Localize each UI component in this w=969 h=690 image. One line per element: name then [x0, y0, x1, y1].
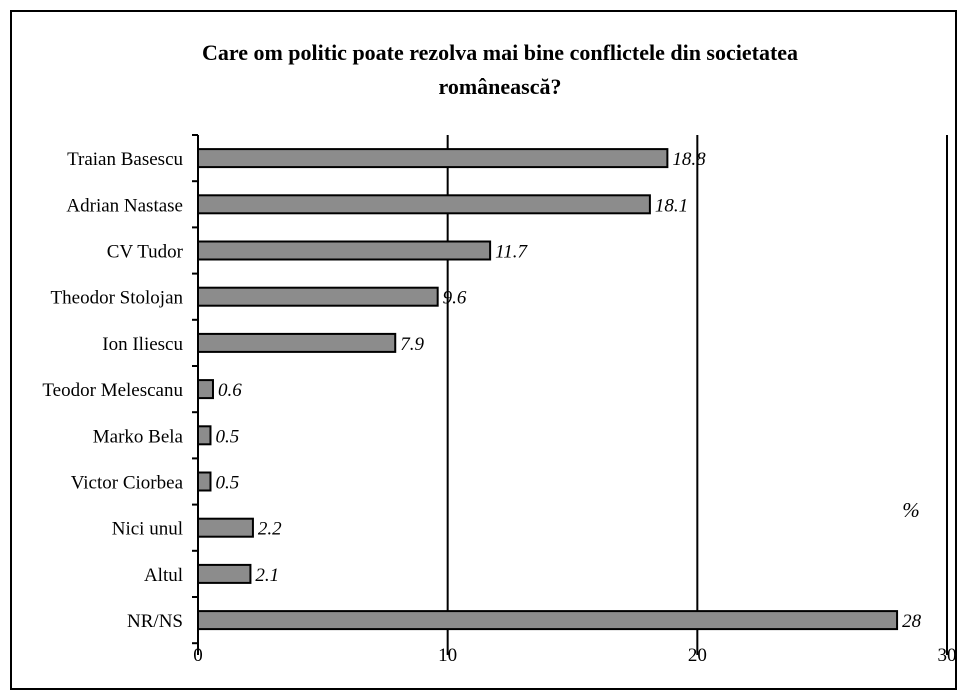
- value-label: 2.1: [255, 565, 279, 586]
- category-label: Nici unul: [112, 519, 183, 540]
- value-label: 7.9: [400, 334, 424, 355]
- chart-title-line-1: Care om politic poate rezolva mai bine c…: [201, 40, 799, 65]
- chart-title-line-2: românească?: [438, 74, 562, 99]
- value-label: 2.2: [258, 519, 282, 540]
- x-tick-label: 0: [193, 645, 203, 666]
- category-label: Ion Iliescu: [102, 334, 183, 355]
- bar-10: [197, 610, 899, 631]
- bar-9: [197, 563, 252, 584]
- category-label: Altul: [144, 565, 183, 586]
- bar-6: [197, 425, 212, 446]
- category-label: Marko Bela: [93, 426, 184, 447]
- bars: [197, 148, 899, 631]
- value-label: 0.6: [218, 380, 242, 401]
- unit-label: %: [902, 498, 920, 522]
- bar-8: [197, 517, 254, 538]
- bar-5: [197, 379, 214, 400]
- bar-3: [197, 286, 439, 307]
- category-label: Victor Ciorbea: [71, 473, 184, 494]
- value-label: 18.1: [655, 195, 688, 216]
- grid-lines: [446, 135, 948, 655]
- chart-title: Care om politic poate rezolva mai bine c…: [0, 36, 969, 104]
- value-label: 0.5: [215, 473, 239, 494]
- value-label: 18.8: [672, 149, 706, 170]
- category-label: Adrian Nastase: [66, 195, 183, 216]
- value-label: 0.5: [215, 426, 239, 447]
- bar-0: [197, 148, 669, 169]
- bar-4: [197, 332, 397, 353]
- category-label: Teodor Melescanu: [42, 380, 183, 401]
- bar-chart: Traian Basescu 18.8 Adrian Nastase 18.1 CV T…: [42, 134, 957, 666]
- x-tick-label: 20: [688, 645, 707, 666]
- value-label: 11.7: [495, 242, 528, 263]
- bar-2: [197, 240, 492, 261]
- x-tick-label: 30: [938, 645, 957, 666]
- category-label: NR/NS: [127, 611, 183, 632]
- bar-7: [197, 471, 212, 492]
- category-label: Traian Basescu: [67, 149, 183, 170]
- chart-frame: [10, 10, 957, 690]
- category-label: Theodor Stolojan: [51, 288, 184, 309]
- category-label: CV Tudor: [107, 242, 184, 263]
- bar-1: [197, 194, 651, 215]
- x-tick-label: 10: [438, 645, 457, 666]
- labels: Traian Basescu 18.8 Adrian Nastase 18.1 CV T…: [42, 149, 956, 666]
- value-label: 9.6: [443, 288, 467, 309]
- value-label: 28: [902, 611, 922, 632]
